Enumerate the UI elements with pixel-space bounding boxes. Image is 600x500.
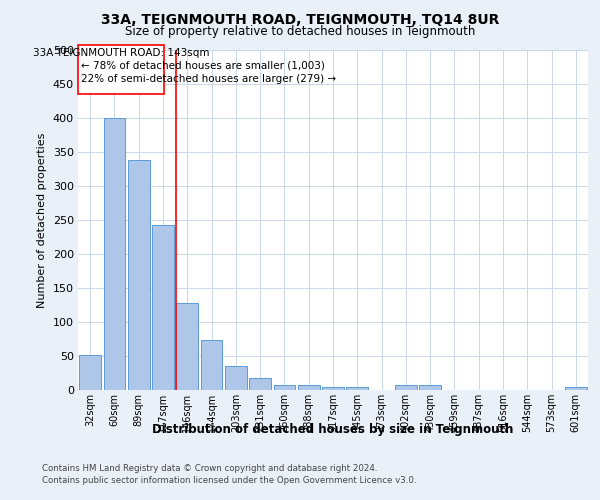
Bar [565,388,587,390]
Bar [79,354,101,390]
Text: Contains HM Land Registry data © Crown copyright and database right 2024.: Contains HM Land Registry data © Crown c… [42,464,377,473]
Bar [152,226,174,390]
Text: Contains public sector information licensed under the Open Government Licence v3: Contains public sector information licen… [42,476,416,485]
Bar [346,388,368,390]
Y-axis label: Number of detached properties: Number of detached properties [37,132,47,308]
Bar [395,385,417,390]
Bar [104,118,125,390]
Text: 33A TEIGNMOUTH ROAD: 143sqm: 33A TEIGNMOUTH ROAD: 143sqm [33,48,209,58]
Bar [176,303,198,390]
Text: Distribution of detached houses by size in Teignmouth: Distribution of detached houses by size … [152,422,514,436]
Bar [322,388,344,390]
Text: Size of property relative to detached houses in Teignmouth: Size of property relative to detached ho… [125,25,475,38]
Text: 33A, TEIGNMOUTH ROAD, TEIGNMOUTH, TQ14 8UR: 33A, TEIGNMOUTH ROAD, TEIGNMOUTH, TQ14 8… [101,12,499,26]
Text: ← 78% of detached houses are smaller (1,003): ← 78% of detached houses are smaller (1,… [81,61,325,71]
Bar [200,340,223,390]
Text: 22% of semi-detached houses are larger (279) →: 22% of semi-detached houses are larger (… [81,74,336,85]
Bar [274,384,295,390]
Bar [249,378,271,390]
FancyBboxPatch shape [79,44,164,94]
Bar [419,385,441,390]
Bar [225,366,247,390]
Bar [298,385,320,390]
Bar [128,160,149,390]
